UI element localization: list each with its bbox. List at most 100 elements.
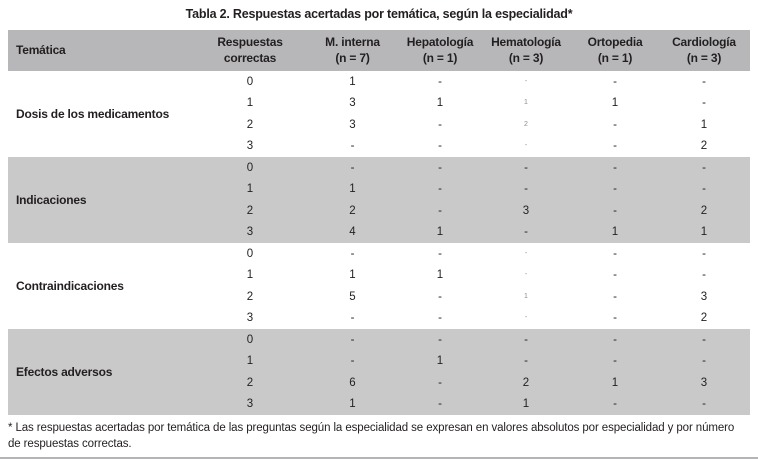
cell-ortopedia: - bbox=[613, 247, 617, 260]
section-label-efectos-adversos: Efectos adversos bbox=[16, 365, 113, 379]
cell-ortopedia: - bbox=[613, 204, 617, 217]
table-row: 3 - - - - 2 bbox=[8, 136, 750, 158]
table-row: Indicaciones 0 - - - - - bbox=[8, 157, 750, 207]
cell-ortopedia: - bbox=[613, 333, 617, 346]
cell-respuestas-correctas: 1 bbox=[246, 183, 254, 196]
table-row: 2 2 - 3 - 2 bbox=[8, 200, 750, 222]
cell-cardiologia: 2 bbox=[700, 140, 708, 153]
cell-hematologia: - bbox=[524, 355, 528, 368]
cell-ortopedia: - bbox=[613, 183, 617, 196]
column-header-hepatologia: Hepatología (n = 1) bbox=[400, 30, 480, 71]
table-title: Tabla 2. Respuestas acertadas por temáti… bbox=[185, 7, 573, 21]
cell-m-interna: 1 bbox=[349, 398, 356, 411]
cell-ortopedia: - bbox=[613, 118, 617, 131]
cell-hepatologia: - bbox=[438, 140, 442, 153]
cell-m-interna: 1 bbox=[349, 269, 356, 282]
cell-hematologia: 2 bbox=[524, 120, 528, 128]
cell-respuestas-correctas: 0 bbox=[246, 247, 254, 260]
cell-m-interna: - bbox=[350, 333, 355, 346]
cell-cardiologia: 2 bbox=[700, 312, 708, 325]
table-row: 1 3 1 1 1 - bbox=[8, 93, 750, 115]
cell-respuestas-correctas: 2 bbox=[246, 376, 254, 389]
cell-m-interna: 1 bbox=[349, 183, 356, 196]
table-row: Efectos adversos 0 - - - - - bbox=[8, 329, 750, 379]
cell-ortopedia: - bbox=[613, 355, 617, 368]
cell-hematologia: - bbox=[524, 314, 528, 322]
table-row: 2 6 - 2 1 3 bbox=[8, 372, 750, 394]
cell-hematologia: - bbox=[524, 183, 528, 196]
cell-hepatologia: - bbox=[438, 398, 442, 411]
cell-respuestas-correctas: 2 bbox=[246, 290, 254, 303]
table-row: 3 4 1 - 1 1 bbox=[8, 222, 750, 244]
cell-respuestas-correctas: 2 bbox=[246, 118, 254, 131]
cell-ortopedia: - bbox=[613, 312, 617, 325]
cell-ortopedia: - bbox=[613, 161, 617, 174]
column-header-ortopedia: Ortopedia (n = 1) bbox=[572, 30, 658, 71]
cell-ortopedia: - bbox=[613, 398, 617, 411]
table-row: 2 5 - 1 - 3 bbox=[8, 286, 750, 308]
cell-hematologia: - bbox=[524, 333, 528, 346]
cell-cardiologia: 2 bbox=[700, 204, 708, 217]
cell-respuestas-correctas: 0 bbox=[246, 333, 254, 346]
cell-cardiologia: 1 bbox=[700, 226, 708, 239]
footnote: * Las respuestas acertadas por temática … bbox=[8, 422, 735, 450]
table-row: 3 - - - - 2 bbox=[8, 308, 750, 330]
cell-hematologia: 1 bbox=[524, 99, 528, 107]
cell-hepatologia: - bbox=[438, 118, 442, 131]
cell-cardiologia: - bbox=[702, 247, 706, 260]
cell-respuestas-correctas: 0 bbox=[246, 75, 254, 88]
cell-respuestas-correctas: 1 bbox=[246, 269, 254, 282]
cell-cardiologia: - bbox=[702, 269, 706, 282]
cell-respuestas-correctas: 3 bbox=[246, 312, 254, 325]
cell-m-interna: 3 bbox=[349, 97, 356, 110]
cell-cardiologia: - bbox=[702, 355, 706, 368]
section-label-contraindicaciones: Contraindicaciones bbox=[16, 279, 124, 293]
cell-cardiologia: - bbox=[702, 161, 706, 174]
column-header-hematologia: Hematología (n = 3) bbox=[480, 30, 572, 71]
cell-hepatologia: 1 bbox=[436, 226, 444, 239]
cell-ortopedia: - bbox=[613, 75, 617, 88]
cell-cardiologia: - bbox=[702, 398, 706, 411]
cell-respuestas-correctas: 3 bbox=[246, 398, 254, 411]
cell-ortopedia: 1 bbox=[611, 226, 619, 239]
cell-respuestas-correctas: 3 bbox=[246, 226, 254, 239]
cell-hepatologia: - bbox=[438, 333, 442, 346]
section-label-dosis: Dosis de los medicamentos bbox=[16, 107, 170, 121]
cell-ortopedia: 1 bbox=[611, 97, 619, 110]
cell-respuestas-correctas: 1 bbox=[246, 355, 254, 368]
column-header-cardiologia: Cardiología (n = 3) bbox=[658, 30, 750, 71]
cell-cardiologia: - bbox=[702, 183, 706, 196]
cell-m-interna: - bbox=[350, 140, 355, 153]
table-row: 1 - 1 - - - bbox=[8, 351, 750, 373]
section-label-indicaciones: Indicaciones bbox=[16, 193, 87, 207]
table-row: 1 1 1 - - - bbox=[8, 265, 750, 287]
cell-respuestas-correctas: 1 bbox=[246, 97, 254, 110]
header-row: Temática Respuestas correctas M. interna(… bbox=[8, 30, 750, 71]
cell-hematologia: - bbox=[524, 77, 528, 85]
cell-m-interna: 2 bbox=[349, 204, 356, 217]
cell-hepatologia: - bbox=[438, 183, 442, 196]
cell-hematologia: 1 bbox=[522, 398, 530, 411]
cell-hepatologia: 1 bbox=[436, 355, 444, 368]
column-header-tematica: Temática bbox=[8, 30, 195, 71]
cell-hepatologia: - bbox=[438, 376, 442, 389]
section-dosis: Dosis de los medicamentos 0 1 - - - - 1 … bbox=[8, 71, 750, 157]
cell-m-interna: 4 bbox=[349, 226, 356, 239]
section-efectos-adversos: Efectos adversos 0 - - - - - 1 - 1 - - -… bbox=[8, 329, 750, 415]
cell-hematologia: 3 bbox=[522, 204, 530, 217]
cell-m-interna: 3 bbox=[349, 118, 356, 131]
section-contraindicaciones: Contraindicaciones 0 - - - - - 1 1 1 - -… bbox=[8, 243, 750, 329]
cell-ortopedia: - bbox=[613, 290, 617, 303]
cell-m-interna: - bbox=[350, 161, 355, 174]
cell-hepatologia: 1 bbox=[436, 97, 444, 110]
cell-hematologia: - bbox=[524, 249, 528, 257]
cell-m-interna: 6 bbox=[349, 376, 356, 389]
cell-respuestas-correctas: 0 bbox=[246, 161, 254, 174]
cell-hematologia: - bbox=[524, 226, 528, 239]
table-row: 2 3 - 2 - 1 bbox=[8, 114, 750, 136]
cell-respuestas-correctas: 2 bbox=[246, 204, 254, 217]
table-row: Dosis de los medicamentos 0 1 - - - - bbox=[8, 71, 750, 121]
cell-m-interna: 1 bbox=[349, 75, 356, 88]
cell-ortopedia: - bbox=[613, 140, 617, 153]
cell-hematologia: - bbox=[524, 142, 528, 150]
